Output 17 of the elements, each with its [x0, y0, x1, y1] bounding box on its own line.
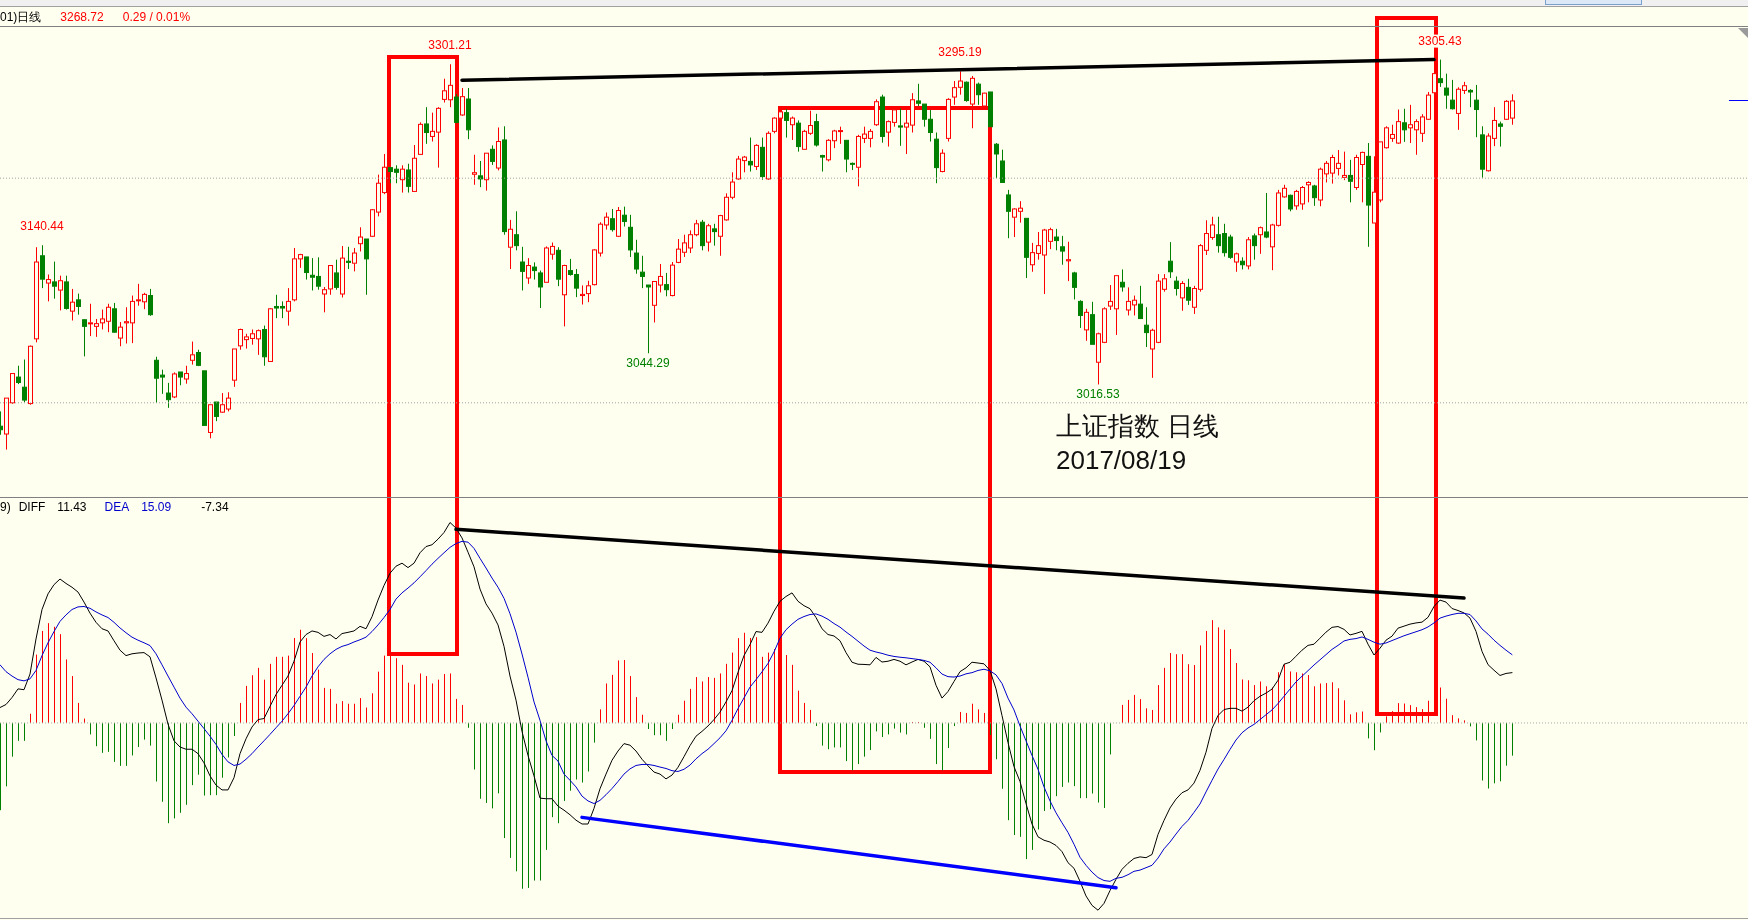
chart-title: 01)日线: [0, 9, 42, 24]
annotation: 3295.19: [938, 45, 983, 60]
text: DEA: [104, 499, 130, 514]
text: 0.29 / 0.01%: [122, 9, 191, 24]
chart-title: 9): [0, 499, 11, 514]
annotation: 3016.53: [1076, 387, 1121, 402]
annotation: 3044.29: [626, 356, 671, 371]
text: -7.34: [201, 499, 229, 514]
annotation: 3301.21: [428, 38, 473, 53]
annotation: 3140.44: [20, 219, 65, 234]
text: 11.43: [57, 499, 87, 514]
text: 15.09: [141, 499, 172, 514]
text: 3268.72: [60, 9, 104, 24]
annotation: 上证指数 日线: [1056, 410, 1220, 443]
annotation: 3305.43: [1418, 33, 1463, 48]
text: DIFF: [18, 499, 46, 514]
annotation: 2017/08/19: [1056, 444, 1188, 477]
